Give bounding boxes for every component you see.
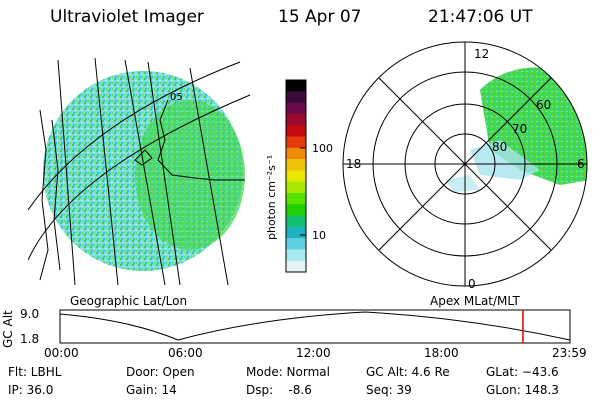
- info-glat: GLat: −43.6: [486, 365, 559, 379]
- timeline-x-tick: 18:00: [424, 346, 459, 360]
- colorbar-segment: [286, 147, 306, 160]
- timeline-x-tick: 06:00: [168, 346, 203, 360]
- mlt-label-6: 6: [577, 157, 585, 171]
- colorbar-segment: [286, 249, 306, 262]
- info-dsp: Dsp: -8.6: [246, 383, 312, 397]
- colorbar-tick-label: 100: [312, 142, 333, 155]
- colorbar-segment: [286, 91, 306, 104]
- colorbar-segment: [286, 181, 306, 194]
- geo-map: 05: [28, 57, 251, 285]
- colorbar-segment: [286, 136, 306, 149]
- time-ut: 21:47:06 UT: [428, 7, 533, 27]
- polar-map: [342, 41, 588, 287]
- timeline-y-tick: 1.8: [20, 332, 40, 346]
- colorbar-segment: [286, 215, 306, 228]
- polar-map-label: Apex MLat/MLT: [430, 294, 520, 308]
- contour-label: 05: [170, 92, 183, 103]
- colorbar-segment: [286, 260, 306, 273]
- colorbar-segment: [286, 226, 306, 239]
- timeline-x-tick: 00:00: [44, 346, 79, 360]
- info-mode: Mode: Normal: [246, 365, 330, 379]
- timeline-y-tick: 9.0: [20, 307, 40, 321]
- coastline: [157, 99, 245, 181]
- info-seq: Seq: 39: [366, 383, 412, 397]
- geo-aurora-band: [135, 100, 245, 250]
- colorbar-segment: [286, 170, 306, 183]
- timeline-x-tick: 12:00: [296, 346, 331, 360]
- info-ip: IP: 36.0: [8, 383, 54, 397]
- polar-aurora-diffuse: [470, 140, 540, 180]
- info-door: Door: Open: [126, 365, 195, 379]
- mlat-label-60: 60: [536, 98, 552, 112]
- parallel-line: [28, 94, 251, 261]
- meridian-line: [57, 59, 76, 285]
- colorbar-segment: [286, 204, 306, 217]
- meridian-line: [189, 67, 229, 285]
- mlt-label-0: 0: [468, 277, 476, 291]
- polar-aurora-patch: [445, 175, 480, 192]
- colorbar-segment: [286, 192, 306, 205]
- mlat-label-70: 70: [512, 122, 528, 136]
- coastline: [39, 109, 61, 281]
- colorbar-segment: [286, 80, 306, 92]
- colorbar-segment: [286, 102, 306, 115]
- colorbar-frame: [285, 79, 307, 273]
- mlt-label-12: 12: [474, 47, 490, 61]
- colorbar-tick-label: 10: [312, 229, 326, 242]
- info-gain: Gain: 14: [126, 383, 177, 397]
- colorbar-segment: [286, 125, 306, 137]
- title: Ultraviolet Imager: [50, 7, 204, 27]
- coastline: [134, 149, 153, 166]
- colorbar-segment: [286, 159, 306, 171]
- geo-map-label: Geographic Lat/Lon: [70, 294, 188, 308]
- parallel-line: [28, 61, 241, 211]
- colorbar: [286, 80, 306, 273]
- timeline-y-label: GC Alt: [1, 310, 15, 348]
- colorbar-segment: [286, 113, 306, 126]
- meridian-line: [124, 59, 166, 285]
- date: 15 Apr 07: [278, 7, 362, 27]
- info-flt: Flt: LBHL: [8, 365, 62, 379]
- info-gc-alt: GC Alt: 4.6 Re: [366, 365, 450, 379]
- mlat-label-80: 80: [492, 140, 508, 154]
- info-glon: GLon: 148.3: [486, 383, 559, 397]
- colorbar-unit-label: photon cm⁻²s⁻¹: [265, 154, 278, 240]
- meridian-line: [147, 61, 181, 285]
- polar-meridian: [378, 77, 552, 251]
- timeline-plot: [59, 309, 571, 344]
- altitude-curve: [59, 311, 571, 341]
- mlt-label-18: 18: [346, 157, 362, 171]
- colorbar-segment: [286, 238, 306, 250]
- meridian-line: [94, 57, 119, 285]
- timeline-x-tick: 23:59: [552, 346, 587, 360]
